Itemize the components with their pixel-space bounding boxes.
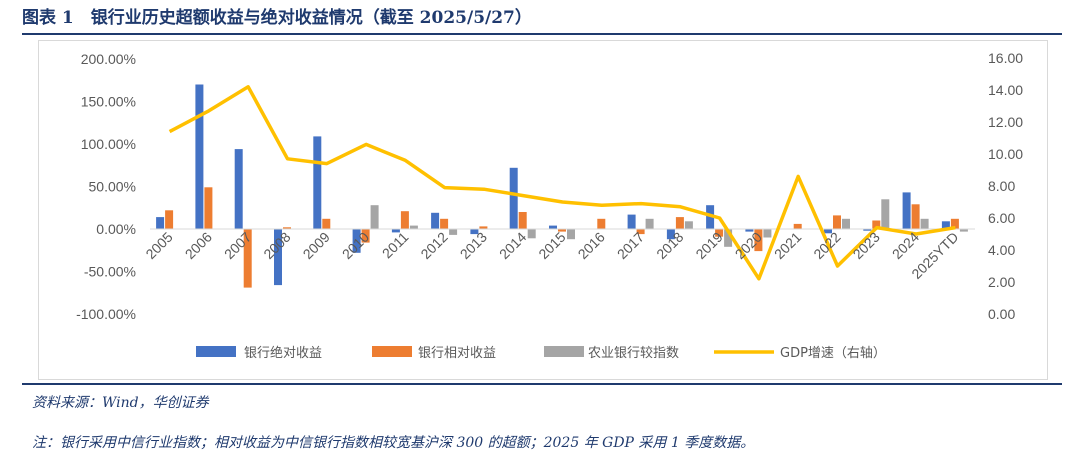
- remark-note: 注：银行采用中信行业指数；相对收益为中信银行指数相较宽基沪深 300 的超额；2…: [32, 435, 755, 451]
- legend-label: 银行绝对收益: [244, 345, 322, 361]
- right-axis-tick-label: 0.00: [988, 306, 1015, 322]
- legend-label: 银行相对收益: [418, 346, 496, 361]
- right-axis-tick-label: 2.00: [988, 274, 1015, 290]
- title-rule: [22, 33, 1062, 35]
- right-axis-tick-label: 14.00: [988, 82, 1023, 98]
- bar-series-1: [824, 229, 832, 234]
- bar-series-2: [400, 211, 409, 229]
- x-axis-tick-label: 2012: [417, 229, 450, 262]
- legend-label: 农业银行较指数: [588, 346, 679, 361]
- bar-series-2: [322, 218, 331, 229]
- bar-series-3: [449, 229, 458, 235]
- x-axis-tick-label: 2016: [575, 229, 608, 262]
- bar-series-1: [156, 217, 165, 229]
- left-axis-tick-label: 200.00%: [81, 51, 136, 67]
- bar-series-2: [872, 220, 881, 229]
- bar-series-3: [763, 229, 772, 238]
- left-axis-tick-label: 50.00%: [89, 179, 136, 195]
- bar-series-1: [863, 229, 872, 231]
- bar-series-3: [684, 221, 693, 229]
- bar-series-1: [234, 149, 243, 229]
- bar-series-2: [243, 229, 252, 288]
- bar-series-1: [509, 167, 518, 229]
- bar-series-2: [283, 227, 291, 229]
- right-axis-tick-label: 8.00: [988, 178, 1015, 194]
- legend-swatch: [196, 346, 236, 357]
- bar-series-2: [479, 226, 488, 229]
- bar-series-1: [470, 229, 479, 235]
- bar-series-3: [920, 218, 929, 229]
- bar-series-1: [627, 214, 636, 229]
- bar-series-2: [165, 210, 174, 229]
- bar-series-2: [675, 217, 684, 229]
- bar-series-2: [793, 223, 802, 229]
- bar-series-3: [567, 229, 575, 240]
- bar-series-3: [370, 205, 379, 229]
- bar-series-2: [950, 218, 959, 229]
- bar-series-1: [902, 192, 911, 229]
- legend-swatch: [544, 346, 584, 357]
- bar-series-2: [361, 229, 370, 243]
- bar-series-2: [911, 204, 920, 229]
- bar-series-1: [941, 221, 950, 229]
- footer-rule: [22, 383, 1062, 385]
- bar-series-1: [195, 84, 204, 229]
- x-axis-tick-label: 2005: [142, 229, 175, 262]
- bar-series-2: [715, 229, 724, 237]
- bar-series-2: [754, 229, 763, 252]
- left-axis-tick-label: -100.00%: [76, 306, 136, 322]
- x-axis-tick-label: 2015: [535, 229, 568, 262]
- x-axis-tick-label: 2022: [810, 229, 843, 262]
- bar-series-2: [558, 229, 566, 232]
- gdp-growth-line: [168, 85, 956, 281]
- x-axis-tick-label: 2006: [182, 229, 215, 262]
- bar-series-1: [391, 229, 400, 233]
- bar-series-1: [431, 212, 440, 229]
- x-axis-tick-label: 2013: [457, 229, 490, 262]
- bar-series-3: [527, 229, 536, 239]
- bar-series-1: [549, 225, 557, 229]
- x-axis-tick-label: 2023: [850, 229, 883, 262]
- chart-title: 图表 1 银行业历史超额收益与绝对收益情况（截至 2025/5/27）: [22, 8, 532, 28]
- bar-series-1: [745, 229, 754, 232]
- bar-series-2: [518, 212, 527, 229]
- right-axis-tick-label: 10.00: [988, 146, 1023, 162]
- bar-series-2: [440, 218, 449, 229]
- x-axis-tick-label: 2014: [496, 229, 529, 262]
- left-axis-tick-label: 0.00%: [96, 221, 136, 237]
- left-axis-tick-label: 100.00%: [81, 136, 136, 152]
- chart-frame: [38, 40, 1048, 380]
- bar-series-3: [842, 218, 850, 229]
- bar-series-3: [881, 199, 890, 230]
- bar-series-2: [833, 215, 841, 229]
- right-axis-tick-label: 6.00: [988, 210, 1015, 226]
- bar-series-1: [666, 229, 675, 240]
- bar-series-3: [409, 225, 418, 229]
- bar-series-1: [352, 229, 361, 253]
- x-axis-tick-label: 2009: [300, 229, 333, 262]
- legend-label: GDP增速（右轴）: [780, 346, 886, 361]
- bar-series-1: [274, 229, 282, 286]
- right-axis-tick-label: 4.00: [988, 242, 1015, 258]
- bar-series-1: [313, 136, 322, 229]
- x-axis-tick-label: 2018: [653, 229, 686, 262]
- left-axis-tick-label: -50.00%: [84, 264, 136, 280]
- legend-swatch: [372, 346, 412, 357]
- bar-series-2: [597, 218, 606, 229]
- left-axis-tick-label: 150.00%: [81, 94, 136, 110]
- source-note: 资料来源：Wind，华创证券: [32, 395, 209, 411]
- right-axis-tick-label: 16.00: [988, 50, 1023, 66]
- bar-series-2: [204, 187, 213, 229]
- bar-series-3: [645, 218, 654, 229]
- bar-series-3: [724, 229, 733, 247]
- right-axis-tick-label: 12.00: [988, 114, 1023, 130]
- bar-series-3: [959, 229, 968, 232]
- bar-series-2: [636, 229, 645, 235]
- x-axis-tick-label: 2011: [379, 229, 412, 262]
